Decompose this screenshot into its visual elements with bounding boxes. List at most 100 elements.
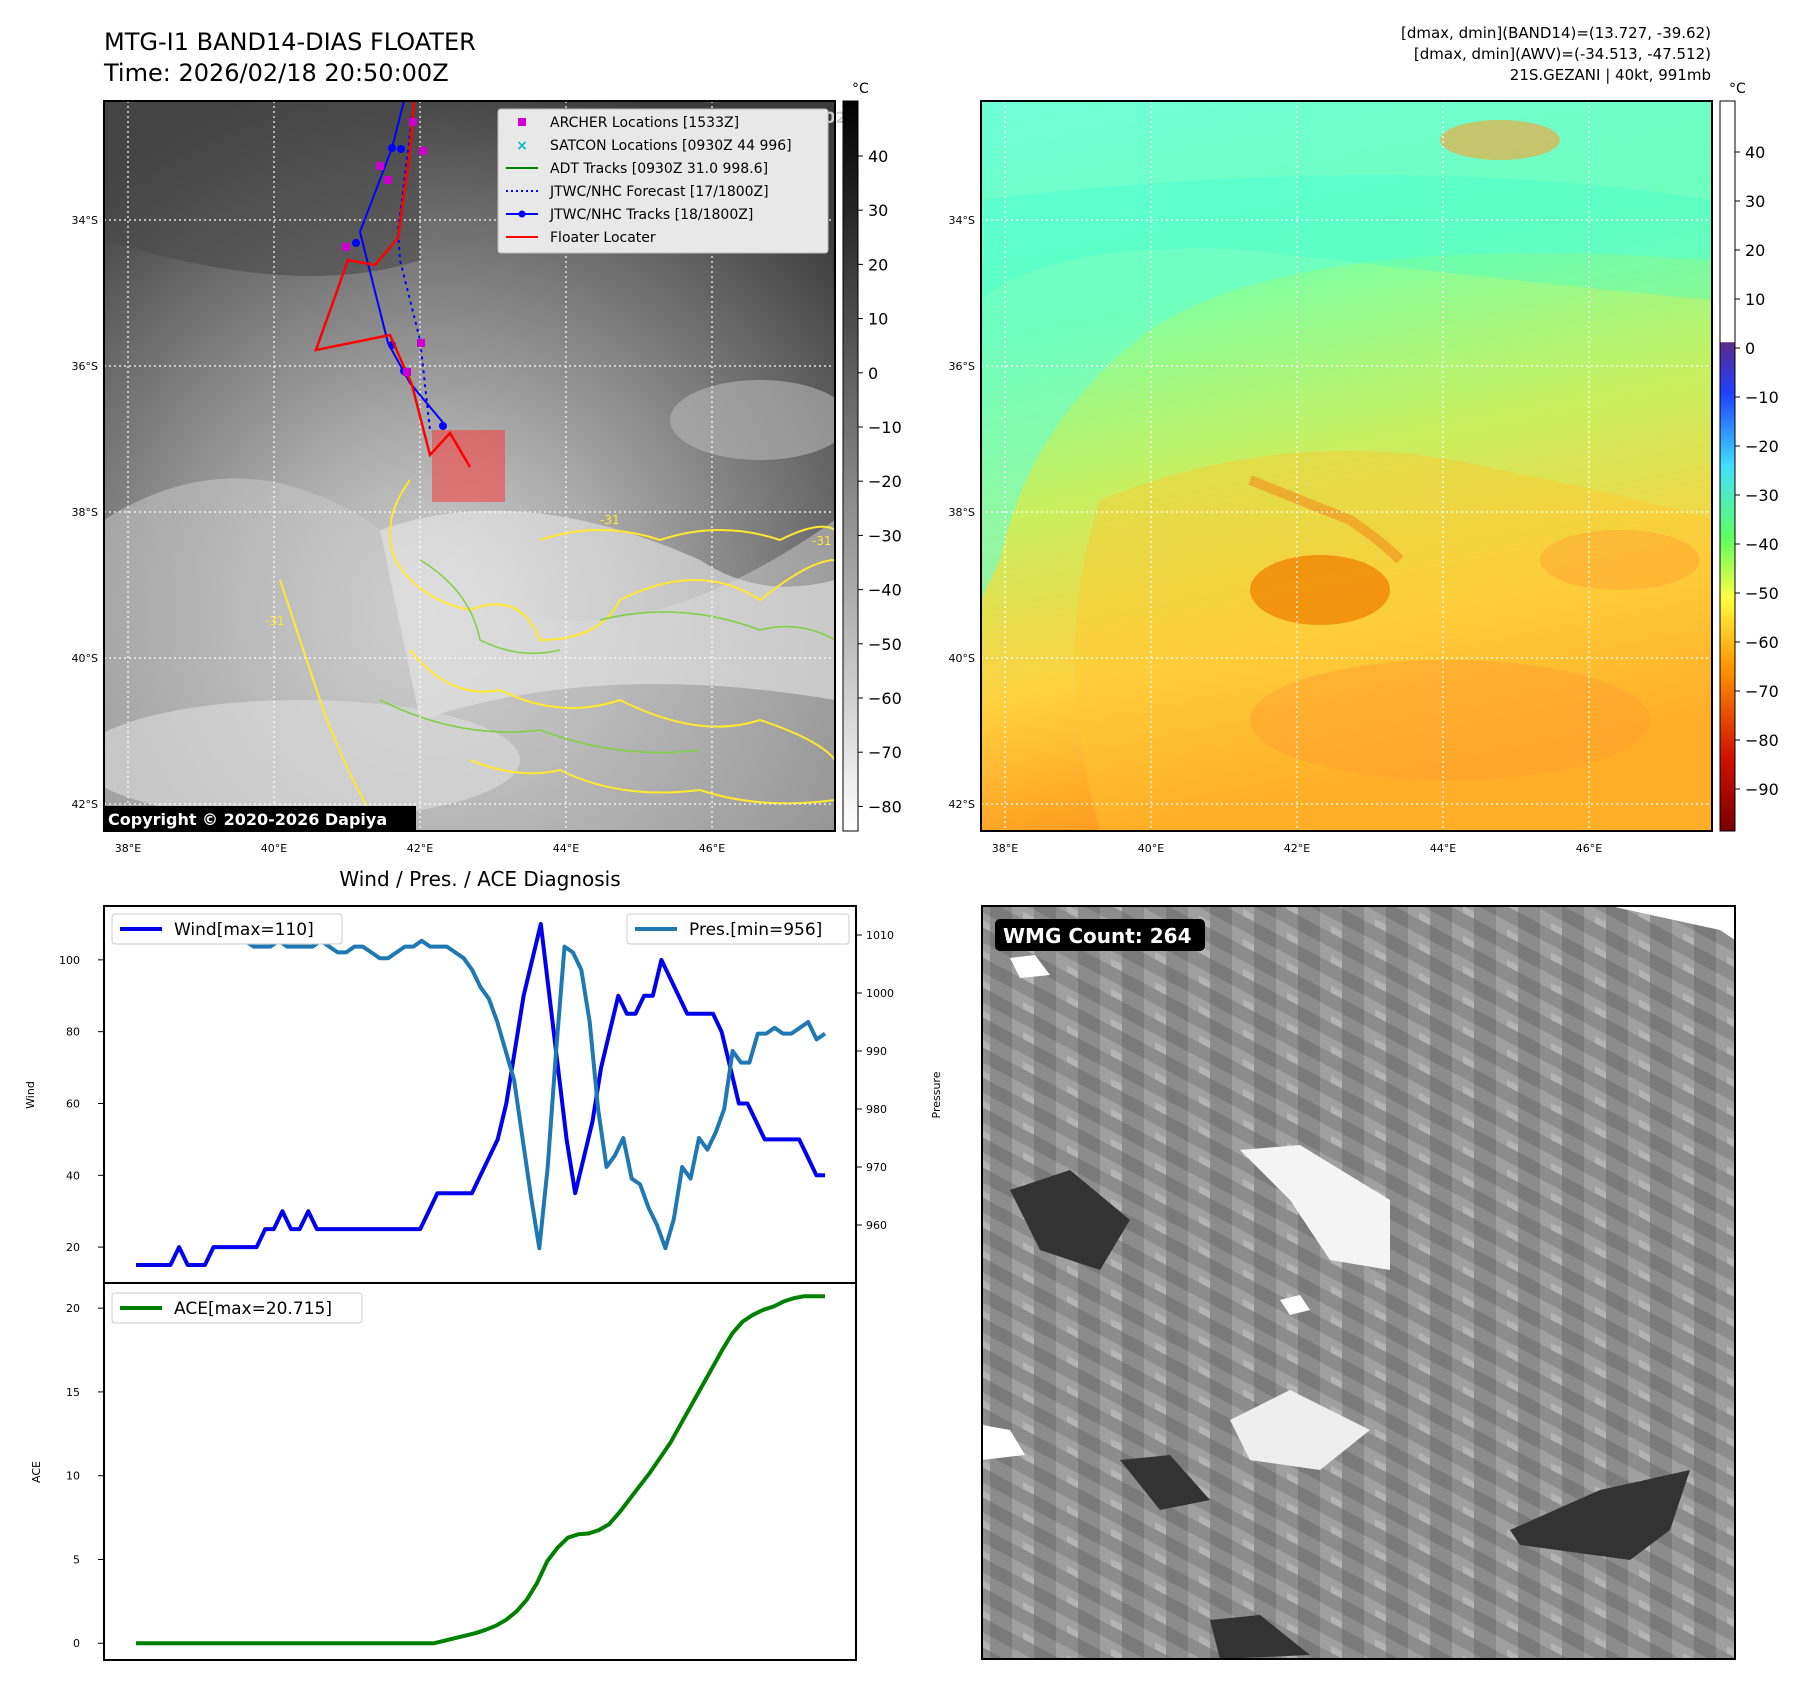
ir-lon-labels: 38°E 40°E 42°E 44°E 46°E <box>115 842 725 855</box>
colorbar-tick-label: −70 <box>868 743 902 762</box>
y-tick-label: 80 <box>66 1026 80 1039</box>
wind-axis-label: Wind <box>24 1081 37 1109</box>
colorbar-tick-label: 30 <box>1745 192 1765 211</box>
lat-label: 40°S <box>949 652 975 665</box>
ir-clouds <box>104 101 835 831</box>
y-tick-label: 40 <box>66 1169 80 1182</box>
y-tick-label: 100 <box>59 954 80 967</box>
lon-label: 38°E <box>115 842 141 855</box>
lon-label: 40°E <box>1138 842 1164 855</box>
wv-lat-labels: 34°S 36°S 38°S 40°S 42°S <box>949 214 975 811</box>
wv-colorbar-bar <box>1719 100 1736 832</box>
colorbar-tick-label: −20 <box>868 472 902 491</box>
y-tick-label: 990 <box>866 1045 887 1058</box>
colorbar-tick-label: −50 <box>1745 584 1779 603</box>
copyright-box <box>104 806 416 832</box>
wmg-panel: WMG Count: 264 <box>981 905 1736 1660</box>
wv-colorbar: °C 40 30 20 10 0 −10 −20 −30 −40 −50 −60 −70 −80 −90 <box>1719 81 1779 832</box>
y-tick-label: 15 <box>66 1386 80 1399</box>
legend-label: Wind[max=110] <box>174 920 314 940</box>
colorbar-tick-label: 10 <box>868 310 888 329</box>
colorbar-tick-label: 40 <box>1745 143 1765 162</box>
ir-colorbar: °C 40 30 20 10 0 −10 −20 −30 −40 −50 −60 −70 −80 <box>842 81 902 832</box>
lat-label: 42°S <box>949 798 975 811</box>
ace-chart: 20 15 10 5 0 ACE[max=20.715] ACE <box>30 1282 857 1661</box>
legend-box <box>626 913 850 945</box>
wv-gridlines <box>981 101 1712 831</box>
map-legend-label: ARCHER Locations [1533Z] <box>550 115 739 131</box>
y-tick-label: 20 <box>66 1241 80 1254</box>
legend-label: ACE[max=20.715] <box>174 1299 332 1319</box>
map-legend: ARCHER Locations [1533Z] × SATCON Location… <box>497 108 829 254</box>
wmg-features <box>982 906 1735 1659</box>
contour-label: -31 <box>600 513 620 527</box>
lon-label: 46°E <box>699 842 725 855</box>
y-tick-label: 980 <box>866 1103 887 1116</box>
contour-label: -31 <box>812 534 832 548</box>
lon-label: 38°E <box>992 842 1018 855</box>
y-tick-label: 1000 <box>866 987 894 1000</box>
y-tick-label: 0 <box>73 1637 80 1650</box>
colorbar-tick-label: 10 <box>1745 290 1765 309</box>
wv-lon-labels: 38°E 40°E 42°E 44°E 46°E <box>992 842 1602 855</box>
info-storm: 21S.GEZANI | 40kt, 991mb <box>1510 66 1711 84</box>
lat-label: 34°S <box>949 214 975 227</box>
map-legend-label: Floater Locater <box>550 230 656 246</box>
floater-locater-line <box>314 100 472 468</box>
archer-legend-marker <box>518 118 526 126</box>
lon-label: 44°E <box>553 842 579 855</box>
legend-box <box>111 913 343 945</box>
colorbar-tick-label: −70 <box>1745 682 1779 701</box>
info-awv: [dmax, dmin](AWV)=(-34.513, -47.512) <box>1414 45 1711 63</box>
lat-label: 34°S <box>72 214 98 227</box>
diag-title: Wind / Pres. / ACE Diagnosis <box>339 867 620 891</box>
series-line <box>136 922 825 1267</box>
y-tick-label: 60 <box>66 1097 80 1110</box>
y-tick-label: 10 <box>66 1470 80 1483</box>
colorbar-tick-label: 0 <box>868 364 878 383</box>
figure-title: MTG-I1 BAND14-DIAS FLOATER <box>104 28 476 56</box>
ir-frame <box>103 100 836 832</box>
lat-label: 36°S <box>949 360 975 373</box>
ir-map-panel: -31 -31 -31 EUMETSAT 2026 ARCHER Locatio… <box>72 100 858 855</box>
colorbar-tick-label: −60 <box>868 689 902 708</box>
colorbar-tick-label: 20 <box>1745 241 1765 260</box>
colorbar-tick-label: −80 <box>868 797 902 816</box>
ace-axis-label: ACE <box>30 1461 43 1483</box>
jtwc-track-line <box>358 100 446 426</box>
map-legend-label: ADT Tracks [0930Z 31.0 998.6] <box>550 161 768 177</box>
wmg-frame <box>981 905 1736 1660</box>
ir-colorbar-unit: °C <box>852 81 869 97</box>
ir-colorbar-bar <box>842 100 859 832</box>
map-legend-label: SATCON Locations [0930Z 44 996] <box>550 138 792 154</box>
wind-pres-frame <box>103 905 857 1284</box>
wv-features <box>981 101 1712 831</box>
lat-label: 38°S <box>72 506 98 519</box>
info-band14: [dmax, dmin](BAND14)=(13.727, -39.62) <box>1401 24 1711 42</box>
colorbar-tick-label: 30 <box>868 201 888 220</box>
series-line <box>136 927 827 1251</box>
colorbar-tick-label: −10 <box>1745 388 1779 407</box>
colorbar-tick-label: 40 <box>868 147 888 166</box>
y-tick-label: 20 <box>66 1302 80 1315</box>
lon-label: 42°E <box>407 842 433 855</box>
colorbar-tick-label: −20 <box>1745 437 1779 456</box>
lon-label: 44°E <box>1430 842 1456 855</box>
lat-label: 42°S <box>72 798 98 811</box>
lon-label: 46°E <box>1576 842 1602 855</box>
y-tick-label: 960 <box>866 1219 887 1232</box>
archer-points <box>342 118 427 376</box>
colorbar-tick-label: −40 <box>868 581 902 600</box>
colorbar-tick-label: 20 <box>868 255 888 274</box>
colorbar-tick-label: −30 <box>1745 486 1779 505</box>
map-legend-label: JTWC/NHC Tracks [18/1800Z] <box>549 207 753 223</box>
series-line <box>136 1294 825 1646</box>
legend-point <box>518 210 526 218</box>
wv-map-panel: 34°S 36°S 38°S 40°S 42°S 38°E 40°E 42°E 44°E 46°… <box>949 100 1713 855</box>
colorbar-tick-label: −80 <box>1745 731 1779 750</box>
satcon-legend-marker: × <box>516 138 528 154</box>
y-tick-label: 5 <box>73 1553 80 1566</box>
legend-box <box>111 1292 363 1324</box>
lat-label: 40°S <box>72 652 98 665</box>
